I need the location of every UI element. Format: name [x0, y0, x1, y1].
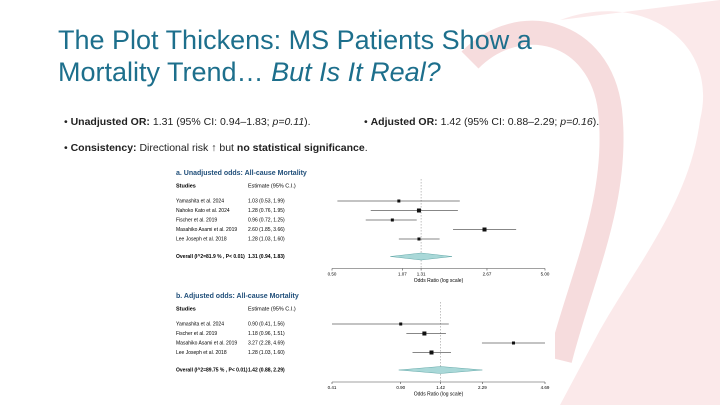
study-name: Fischer et al. 2019	[176, 217, 217, 223]
plot-panel	[170, 163, 555, 284]
x-tick-label: 0.50	[328, 272, 337, 277]
point-estimate	[422, 331, 427, 336]
bullet-p: p=0.16	[560, 116, 593, 128]
bullet-text: Directional risk ↑ but	[136, 142, 237, 154]
estimate-label: 0.90 (0.41, 1.56)	[248, 321, 285, 327]
estimate-label: 1.03 (0.53, 1.99)	[248, 198, 285, 204]
point-estimate	[482, 227, 487, 232]
col-header: Studies	[176, 306, 196, 312]
study-name: Yamashita et al. 2024	[176, 321, 224, 327]
point-estimate	[429, 350, 434, 355]
overall-estimate: 1.31 (0.94, 1.83)	[248, 254, 285, 260]
point-estimate	[416, 208, 421, 213]
x-tick-label: 1.07	[398, 272, 407, 277]
heart-shape	[560, 0, 720, 405]
x-axis-label: Odds Ratio (log scale)	[414, 278, 464, 284]
study-name: Lee Joseph et al. 2018	[176, 236, 227, 242]
study-name: Nahoko Kato et al. 2024	[176, 208, 230, 214]
study-name: Lee Joseph et al. 2018	[176, 350, 227, 356]
col-header: Estimate (95% C.I.)	[248, 183, 296, 189]
plot-panel	[170, 286, 555, 398]
study-name: Masahiko Asami et al. 2019	[176, 340, 237, 346]
point-estimate	[397, 199, 401, 203]
bullet-label: Adjusted OR:	[370, 116, 438, 128]
slide-title: The Plot Thickens: MS Patients Show a Mo…	[58, 24, 532, 88]
bullet-text: 1.42 (95% CI: 0.88–2.29;	[437, 116, 561, 128]
bullet-label: Unadjusted OR:	[70, 116, 150, 128]
point-estimate	[417, 237, 421, 241]
bullet-text: ).	[304, 116, 311, 128]
estimate-label: 0.96 (0.72, 1.25)	[248, 217, 285, 223]
estimate-label: 1.18 (0.96, 1.51)	[248, 331, 285, 337]
study-name: Masahiko Asami et al. 2019	[176, 227, 237, 233]
overall-estimate: 1.42 (0.88, 2.29)	[248, 367, 285, 373]
plot-title: b. Adjusted odds: All-cause Mortality	[176, 293, 299, 300]
x-tick-label: 2.29	[478, 385, 487, 390]
title-line: The Plot Thickens: MS Patients Show a	[58, 25, 532, 55]
x-tick-label: 5.00	[541, 272, 550, 277]
x-tick-label: 0.41	[328, 385, 337, 390]
bullet: • Consistency: Directional risk ↑ but no…	[64, 142, 368, 154]
overall-label: Overall (I^2=89.75 % , P< 0.01)	[176, 367, 248, 373]
bullet-text: ).	[592, 116, 600, 128]
x-tick-label: 0.90	[396, 385, 405, 390]
estimate-label: 1.28 (1.03, 1.60)	[248, 350, 285, 356]
title-line: Mortality Trend… But Is It Real?	[58, 56, 532, 88]
title-italic: But Is It Real?	[271, 57, 441, 87]
estimate-label: 2.60 (1.85, 3.66)	[248, 227, 285, 233]
bullet: • Adjusted OR: 1.42 (95% CI: 0.88–2.29; …	[364, 116, 600, 128]
overall-diamond	[390, 252, 453, 261]
estimate-label: 3.27 (2.28, 4.69)	[248, 340, 285, 346]
estimate-label: 1.28 (0.76, 1.95)	[248, 208, 285, 214]
plot-title: a. Unadjusted odds: All-cause Mortality	[176, 170, 307, 177]
x-tick-label: 4.69	[541, 385, 550, 390]
x-tick-label: 1.31	[417, 272, 426, 277]
point-estimate	[390, 218, 394, 222]
title-text: Mortality Trend…	[58, 57, 264, 87]
bullet-text: .	[364, 142, 368, 154]
heart-vessel	[461, 20, 624, 363]
bullet: • Unadjusted OR: 1.31 (95% CI: 0.94–1.83…	[64, 116, 311, 128]
x-tick-label: 1.42	[436, 385, 445, 390]
study-name: Yamashita et al. 2024	[176, 198, 224, 204]
bullet-strong: no statistical significance	[236, 142, 365, 154]
point-estimate	[399, 322, 403, 326]
bullet-text: 1.31 (95% CI: 0.94–1.83;	[149, 116, 273, 128]
overall-diamond	[398, 366, 483, 374]
point-estimate	[511, 341, 515, 345]
x-tick-label: 2.67	[483, 272, 492, 277]
bullet-p: p=0.11	[272, 116, 305, 128]
col-header: Studies	[176, 183, 196, 189]
bullet-label: Consistency:	[70, 142, 137, 154]
col-header: Estimate (95% C.I.)	[248, 306, 296, 312]
x-axis-label: Odds Ratio (log scale)	[414, 391, 464, 397]
study-name: Fischer et al. 2019	[176, 331, 217, 337]
estimate-label: 1.28 (1.03, 1.60)	[248, 236, 285, 242]
overall-label: Overall (I^2=81.9 % , P< 0.01)	[176, 254, 245, 260]
